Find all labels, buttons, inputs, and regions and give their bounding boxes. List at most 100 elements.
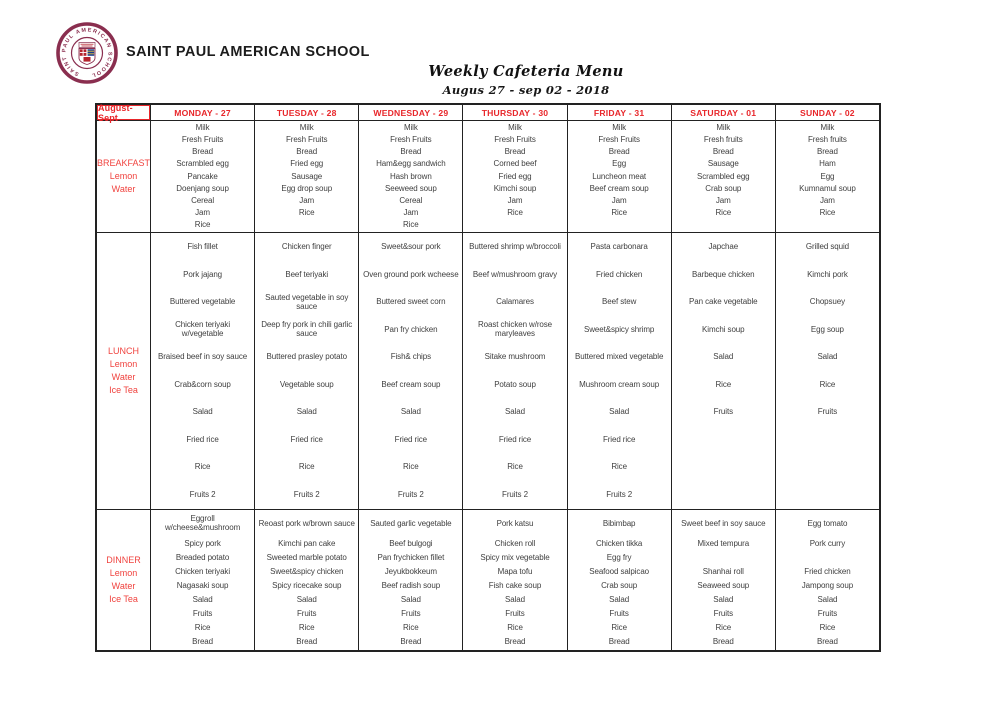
menu-item: Egg — [820, 171, 835, 181]
menu-item — [255, 220, 358, 232]
menu-item: Fruits 2 — [606, 489, 633, 499]
menu-item: Bread — [296, 147, 318, 157]
menu-item: Jam — [820, 195, 835, 205]
menu-item: Doenjang soup — [176, 183, 229, 193]
menu-item: Fruits — [817, 608, 838, 618]
menu-item: Beef stew — [602, 297, 637, 307]
menu-item: Fruits 2 — [502, 489, 528, 499]
menu-item: Fried chicken — [595, 269, 643, 279]
menu-item: Egg tomato — [807, 518, 848, 528]
menu-item: Kimchi pork — [807, 269, 848, 279]
menu-cell-dinner: Sweet beef in soy sauce Mixed tempura Shan… — [670, 509, 775, 650]
menu-cell-lunch: Japchae Barbeque chicken Pan cake vegetabl… — [670, 232, 775, 510]
menu-item: Salad — [609, 594, 630, 604]
menu-item: Fruits — [713, 407, 734, 417]
menu-item: Rice — [819, 622, 836, 632]
menu-item: Beef cream soup — [589, 183, 649, 193]
menu-table: August-Sept MONDAY - 27 TUESDAY - 28 WEDNES… — [95, 103, 881, 652]
menu-item: Kimchi soup — [702, 324, 745, 334]
menu-item: Rice — [194, 622, 211, 632]
menu-item: Chicken tikka — [595, 538, 643, 548]
meal-label-line: Ice Tea — [109, 594, 138, 604]
menu-item — [672, 454, 775, 482]
menu-item: Pork jajang — [183, 269, 223, 279]
menu-cell-lunch: Sweet&sour pork Oven ground pork wcheese B… — [358, 232, 463, 509]
menu-item: Salad — [192, 407, 213, 417]
menu-item: Jam — [507, 195, 523, 205]
menu-item: Rice — [819, 379, 836, 389]
menu-item: Fresh fruits — [703, 134, 743, 144]
menu-item: Fried rice — [602, 434, 636, 444]
menu-title: Weekly Cafeteria Menu — [428, 63, 624, 80]
menu-item: Nagasaki soup — [176, 580, 229, 590]
menu-item: Shanhai roll — [702, 566, 744, 576]
school-seal-logo: SAINT PAUL AMERICAN SCHOOL — [56, 22, 118, 84]
menu-item — [672, 482, 775, 510]
menu-item: Buttered sweet corn — [376, 297, 446, 307]
menu-item: Sweet&sour pork — [381, 242, 441, 252]
menu-item: Rice — [715, 208, 732, 218]
menu-item: Bread — [296, 636, 318, 646]
menu-item: Bread — [192, 147, 213, 157]
menu-item: Pork katsu — [496, 518, 534, 528]
menu-item: Jam — [611, 195, 627, 205]
day-header: SUNDAY - 02 — [774, 105, 879, 120]
menu-item: Sauted vegetable in soy sauce — [265, 292, 349, 311]
menu-item: Bread — [400, 636, 422, 646]
menu-item: Rice — [298, 462, 315, 472]
menu-item: Bread — [816, 636, 838, 646]
menu-item: Mushroom cream soup — [579, 379, 660, 389]
month-corner-cell: August-Sept — [97, 103, 150, 123]
menu-item: Rice — [507, 462, 523, 472]
menu-item: Sitake mushroom — [484, 352, 546, 362]
menu-item: Bread — [608, 636, 630, 646]
menu-item: Rice — [403, 462, 419, 472]
menu-item: Corned beef — [493, 159, 537, 169]
menu-item: Fruits 2 — [397, 489, 424, 499]
menu-item: Fruits — [609, 608, 629, 618]
menu-item — [568, 220, 671, 232]
seal-crest — [78, 42, 96, 65]
menu-item: Hash brown — [390, 171, 432, 181]
menu-item: Breaded potato — [175, 552, 230, 562]
meal-label-line: Lemon — [109, 568, 138, 578]
menu-item: Jam — [715, 195, 731, 205]
menu-item: Salad — [296, 594, 317, 604]
day-header: WEDNESDAY - 29 — [358, 105, 462, 120]
menu-item: Sweeted marble potato — [266, 552, 347, 562]
menu-item: Fresh Fruits — [181, 134, 224, 144]
menu-item: Bread — [712, 147, 734, 157]
month-corner-label: August-Sept — [97, 103, 150, 123]
menu-item: Fried rice — [394, 434, 428, 444]
menu-item: Milk — [403, 122, 418, 132]
menu-item — [776, 220, 879, 232]
menu-item: Bread — [400, 147, 422, 157]
menu-item: Fruits — [192, 608, 213, 618]
menu-cell-lunch: Grilled squid Kimchi pork Chopsuey Egg soup… — [774, 232, 879, 510]
menu-item: Pan fry chicken — [384, 324, 438, 334]
menu-cell-dinner: Sauted garlic vegetable Beef bulgogi Pan f… — [358, 509, 463, 650]
menu-item: Rice — [298, 208, 315, 218]
menu-item: Ham — [819, 159, 836, 169]
menu-item: Kumnamul soup — [799, 183, 856, 193]
menu-item: Jam — [403, 208, 419, 218]
menu-item: Milk — [612, 122, 627, 132]
menu-item: Oven ground pork wcheese — [363, 269, 459, 279]
menu-item: Beef cream soup — [381, 379, 441, 389]
menu-item: Reoast pork w/brown sauce — [258, 518, 355, 528]
menu-item — [776, 427, 879, 455]
menu-item — [776, 482, 879, 510]
menu-item: Bread — [192, 636, 213, 646]
menu-item: Salad — [713, 594, 734, 604]
menu-item: Sweet beef in soy sauce — [681, 518, 766, 528]
menu-item: Fresh Fruits — [494, 134, 536, 144]
date-range: Augus 27 - sep 02 - 2018 — [442, 83, 610, 97]
menu-item: Milk — [716, 122, 731, 132]
meal-label-line: Water — [111, 372, 136, 382]
meal-label-line: Water — [111, 184, 136, 194]
menu-item: Fried chicken — [804, 566, 851, 576]
menu-item: Bread — [504, 636, 526, 646]
menu-item: Egg — [612, 159, 627, 169]
menu-item: Cereal — [191, 195, 215, 205]
menu-item: Fruits — [297, 608, 317, 618]
